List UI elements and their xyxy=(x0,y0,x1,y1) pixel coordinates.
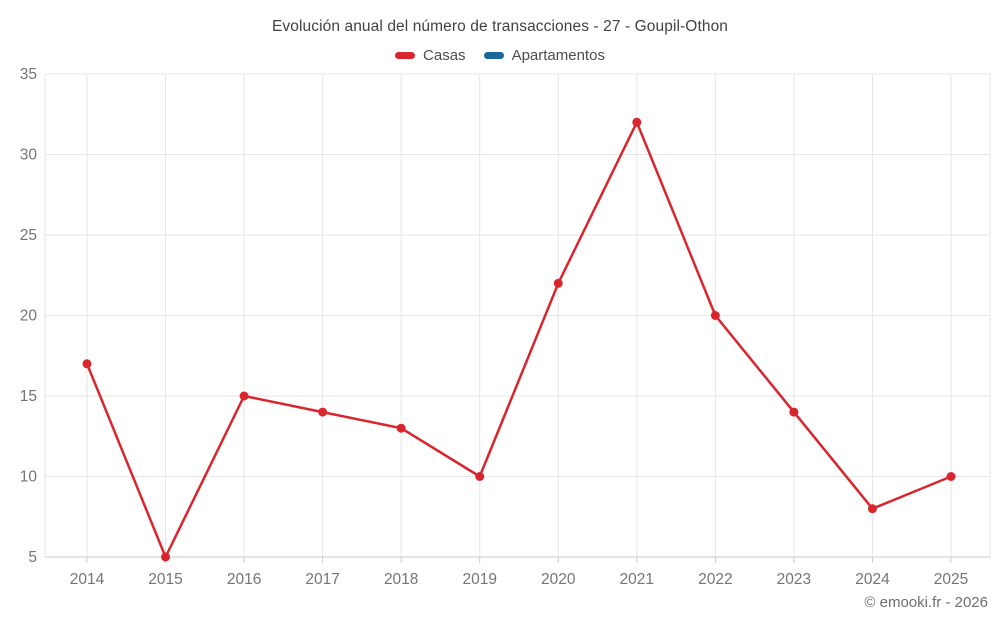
x-axis-tick-label: 2020 xyxy=(541,571,576,588)
x-axis-tick-label: 2024 xyxy=(855,571,890,588)
legend-item-casas[interactable]: Casas xyxy=(395,47,466,64)
data-point[interactable] xyxy=(710,311,720,320)
series-line-casas xyxy=(85,121,953,559)
x-axis-tick-label: 2025 xyxy=(934,571,968,588)
data-point[interactable] xyxy=(318,407,328,417)
data-point[interactable] xyxy=(789,407,799,417)
x-axis-tick-label: 2023 xyxy=(777,571,811,588)
data-point[interactable] xyxy=(475,472,485,481)
y-axis-tick-label: 5 xyxy=(28,549,37,566)
data-point[interactable] xyxy=(396,423,406,433)
data-point[interactable] xyxy=(867,504,877,514)
footer-credit: © emooki.fr - 2026 xyxy=(864,594,988,611)
x-axis-tick-label: 2014 xyxy=(70,571,105,588)
data-point[interactable] xyxy=(553,278,563,288)
x-axis-tick-label: 2022 xyxy=(698,571,732,588)
x-axis-tick-label: 2021 xyxy=(620,571,654,588)
x-axis-tick-label: 2016 xyxy=(227,571,261,588)
casas-color-swatch-icon xyxy=(395,52,416,59)
data-point[interactable] xyxy=(82,359,92,369)
y-axis-tick-label: 25 xyxy=(20,227,37,244)
y-axis-tick-label: 35 xyxy=(20,66,37,83)
x-axis-tick-label: 2017 xyxy=(305,571,339,588)
legend-label-casas: Casas xyxy=(423,47,466,64)
data-point[interactable] xyxy=(161,552,171,562)
x-axis-tick-label: 2018 xyxy=(384,571,418,588)
legend-label-apartamentos: Apartamentos xyxy=(511,47,605,64)
y-axis-tick-label: 30 xyxy=(20,147,38,164)
legend: Casas Apartamentos xyxy=(0,47,1000,64)
chart-title: Evolución anual del número de transaccio… xyxy=(271,18,729,35)
data-point[interactable] xyxy=(239,391,249,401)
x-axis-tick-label: 2019 xyxy=(462,571,496,588)
data-point[interactable] xyxy=(632,117,642,127)
y-axis-tick-label: 10 xyxy=(20,469,38,486)
x-axis-tick-label: 2015 xyxy=(148,571,182,588)
y-axis-tick-label: 20 xyxy=(20,308,38,325)
data-point[interactable] xyxy=(946,472,956,481)
y-axis-tick-label: 15 xyxy=(20,388,37,405)
apartamentos-color-swatch-icon xyxy=(483,52,504,59)
legend-item-apartamentos[interactable]: Apartamentos xyxy=(483,47,605,64)
